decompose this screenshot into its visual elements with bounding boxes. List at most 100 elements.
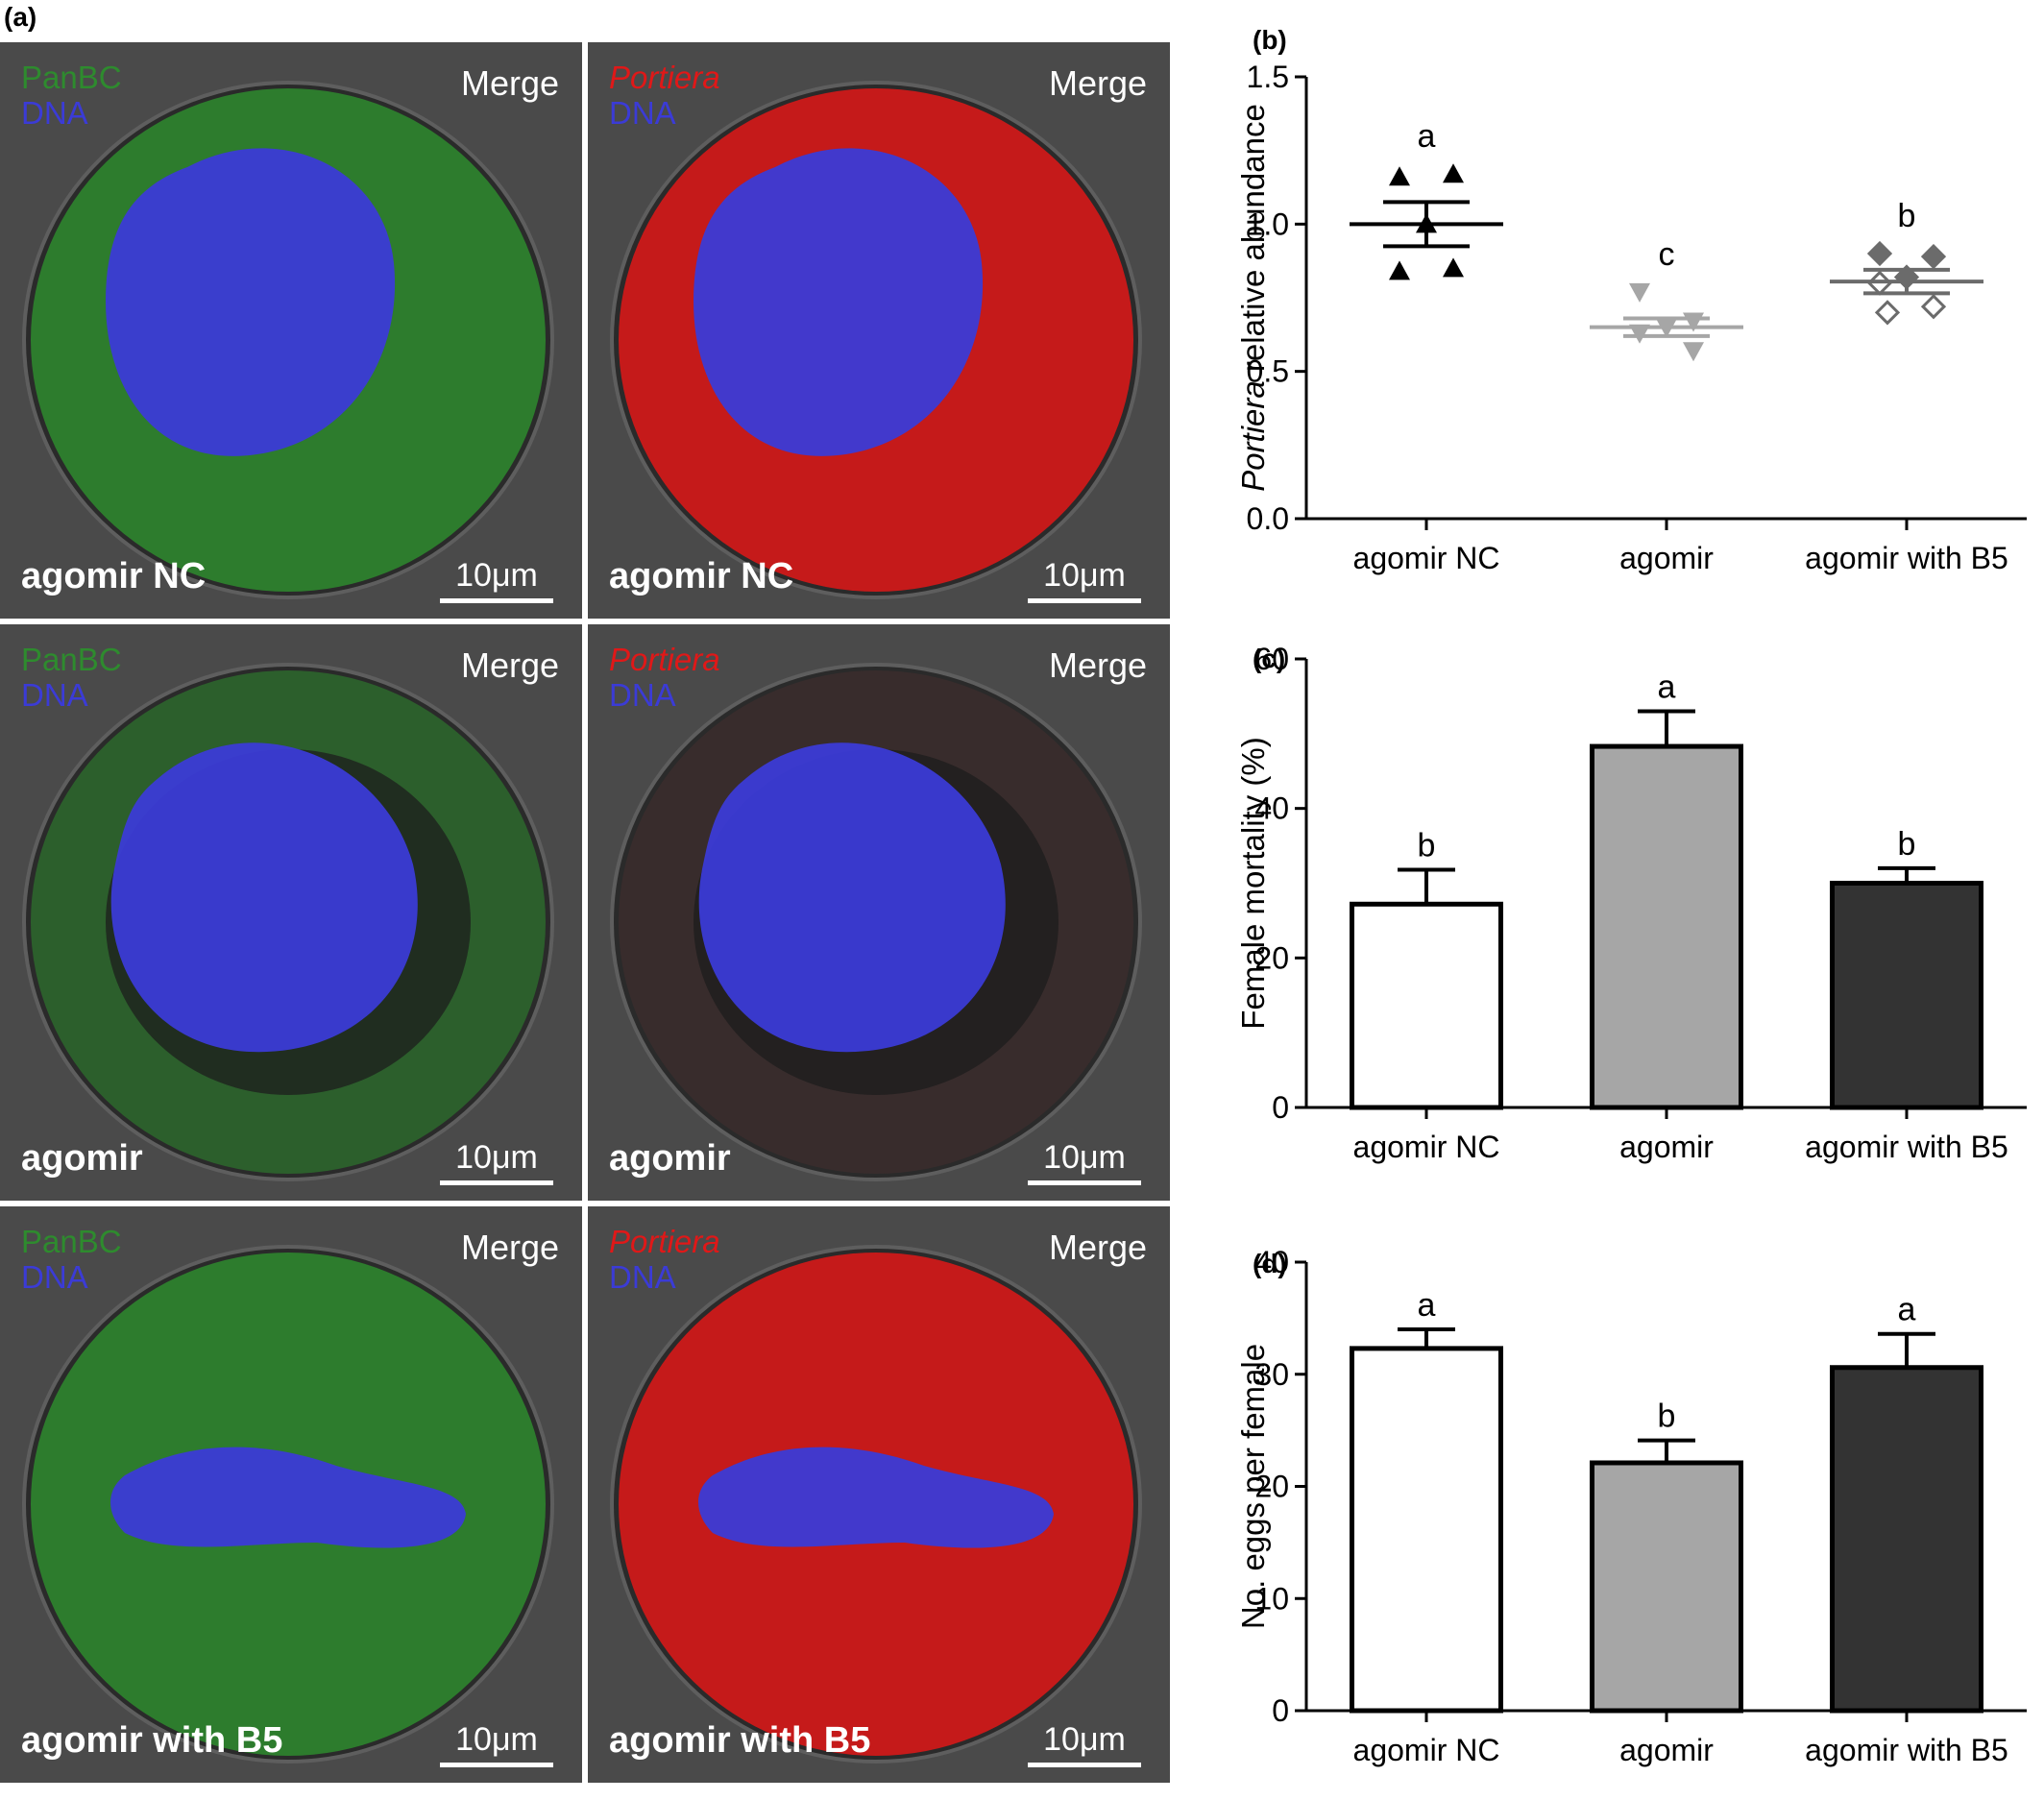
bar [1350,901,1503,1110]
merge-label: Merge [460,1228,559,1267]
significance-letter: a [1898,1292,1916,1328]
y-tick-label: 0.5 [1247,354,1289,389]
y-tick-label: 0.0 [1247,501,1289,536]
panbc-channel-label: PanBC [21,1224,122,1259]
scale-bar-line [1028,1763,1141,1767]
significance-letter: a [1418,1287,1436,1324]
scale-bar-line [440,598,553,603]
data-point [1920,243,1947,270]
micrograph-3-right: Portiera DNA Merge agomir with B5 10μm [588,1206,1170,1783]
scale-bar: 10μm [1028,557,1141,603]
bar [1350,1346,1503,1714]
scale-bar-label: 10μm [1043,1139,1126,1176]
significance-letter: c [1659,236,1675,273]
scale-bar: 10μm [440,1721,553,1767]
data-point [1866,240,1893,267]
scale-bar-line [1028,598,1141,603]
scale-bar-line [440,1763,553,1767]
y-tick-label: 40 [1254,1245,1289,1279]
y-tick-label: 20 [1254,1470,1289,1504]
panel-label-a: (a) [4,2,37,32]
x-tick-label: agomir with B5 [1805,1733,2008,1767]
scale-bar-label: 10μm [1043,557,1126,594]
merge-label: Merge [460,63,559,103]
merge-label: Merge [1048,645,1147,685]
micrograph-grid: PanBC DNA Merge agomir NC 10μm Portiera DNA Mer… [0,42,1172,1800]
chart-d-eggs-per-female: 0 10 20 30 40 agomir NC agomir agomir with B5 No… [1239,1245,2027,1767]
scale-bar: 10μm [440,1139,553,1185]
significance-letter: b [1898,198,1916,234]
significance-letter: a [1418,118,1436,155]
bar [1830,1365,1983,1714]
x-tick-label: agomir with B5 [1805,541,2008,575]
y-tick-label: 0 [1272,1693,1289,1728]
dna-channel-label: DNA [609,95,676,131]
data-point [1874,300,1901,326]
condition-label: agomir NC [609,556,794,596]
scale-bar-line [440,1180,553,1185]
micrograph-2-left: PanBC DNA Merge agomir 10μm [0,624,582,1201]
portiera-channel-label: Portiera [609,60,720,95]
data-point [1629,282,1650,303]
data-point [1389,166,1410,186]
dna-channel-label: DNA [609,1259,676,1295]
y-axis-label-italic: Portiera [1239,380,1271,492]
panbc-channel-label: PanBC [21,60,122,95]
y-tick-label: 60 [1254,642,1289,676]
y-tick-label: 30 [1254,1357,1289,1392]
scale-bar-label: 10μm [1043,1721,1126,1758]
merge-label: Merge [1048,63,1147,103]
scale-bar: 10μm [1028,1139,1141,1185]
scale-bar-label: 10μm [455,1139,538,1176]
data-point [1443,257,1464,278]
micrograph-1-right: Portiera DNA Merge agomir NC 10μm [588,42,1170,619]
panel-label-d: (d) [1253,1249,1287,1278]
portiera-channel-label: Portiera [609,642,720,677]
significance-letter: b [1658,1399,1676,1435]
dna-channel-label: DNA [21,95,88,131]
significance-letter: b [1898,826,1916,863]
x-tick-label: agomir NC [1353,1733,1500,1767]
significance-letter: b [1418,827,1436,864]
bar [1590,1460,1743,1714]
merge-label: Merge [1048,1228,1147,1267]
scale-bar: 10μm [1028,1721,1141,1767]
y-axis-label: Portiera relative abundance [1239,104,1271,492]
panel-label-c: (c) [1253,644,1286,673]
dna-channel-label: DNA [21,1259,88,1295]
micrograph-2-right: Portiera DNA Merge agomir 10μm [588,624,1170,1201]
y-tick-label: 40 [1254,791,1289,826]
condition-label: agomir NC [21,556,207,596]
x-tick-label: agomir [1619,541,1714,575]
y-axis-label: No. eggs per female [1239,1344,1271,1629]
scale-bar: 10μm [440,557,553,603]
y-tick-label: 20 [1254,940,1289,975]
condition-label: agomir with B5 [21,1720,283,1761]
data-point [1920,294,1947,320]
condition-label: agomir with B5 [609,1720,871,1761]
data-point [1683,342,1704,362]
merge-label: Merge [460,645,559,685]
x-tick-label: agomir NC [1353,541,1500,575]
panel-label-b: (b) [1253,25,1287,55]
micrograph-1-left: PanBC DNA Merge agomir NC 10μm [0,42,582,619]
bar [1830,881,1983,1110]
portiera-channel-label: Portiera [609,1224,720,1259]
x-tick-label: agomir [1619,1130,1714,1164]
y-tick-label: 1.5 [1247,60,1289,94]
data-point [1629,324,1650,344]
y-tick-label: 10 [1254,1581,1289,1616]
data-point [1443,163,1464,183]
data-point [1389,260,1410,280]
scale-bar-label: 10μm [455,557,538,594]
condition-label: agomir [609,1138,731,1179]
chart-c-female-mortality: 0 20 40 60 agomir NC agomir agomir with B5 Fema… [1239,642,2027,1164]
y-tick-label: 1.0 [1247,207,1289,241]
chart-b-portiera-abundance: 0.0 0.5 1.0 1.5 agomir NC agomir agomir with B… [1239,60,2027,575]
y-axis-label: Female mortality (%) [1239,737,1271,1029]
panbc-channel-label: PanBC [21,642,122,677]
scale-bar-label: 10μm [455,1721,538,1758]
y-tick-label: 0 [1272,1090,1289,1125]
dna-channel-label: DNA [609,677,676,713]
significance-letter: a [1658,669,1676,705]
